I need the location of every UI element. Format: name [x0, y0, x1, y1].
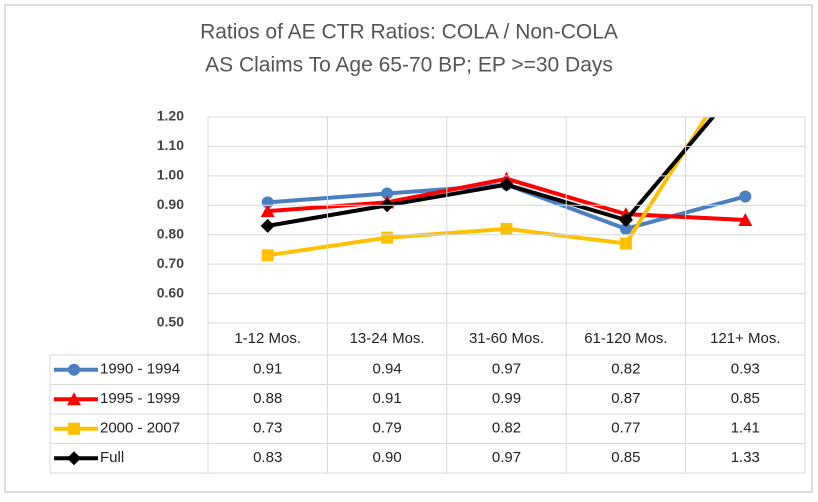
marker	[738, 213, 753, 226]
legend-marker	[67, 451, 81, 466]
marker	[618, 213, 633, 227]
chart-border	[4, 4, 813, 493]
table-value: 0.90	[372, 449, 401, 466]
x-tick-label: 121+ Mos.	[710, 330, 780, 347]
table-value: 0.85	[731, 390, 760, 407]
table-value: 0.99	[492, 390, 521, 407]
marker	[619, 237, 632, 250]
table-value: 0.93	[731, 361, 760, 378]
chart-subtitle: AS Claims To Age 65-70 BP; EP >=30 Days	[205, 54, 613, 77]
marker	[260, 204, 275, 218]
marker	[261, 249, 274, 262]
marker	[619, 222, 632, 235]
table-value: 0.82	[611, 361, 640, 378]
x-tick-label: 61-120 Mos.	[584, 330, 667, 347]
y-tick-label: 0.50	[157, 314, 184, 330]
y-tick-label: 1.20	[157, 108, 184, 124]
legend-marker	[68, 422, 80, 435]
table-value: 0.83	[253, 449, 282, 466]
table-value: 0.85	[611, 449, 640, 466]
y-tick-label: 0.80	[157, 225, 184, 241]
table-value: 0.97	[492, 449, 521, 466]
legend-label: Full	[100, 449, 124, 466]
x-tick-label: 31-60 Mos.	[469, 330, 544, 347]
marker	[381, 231, 394, 244]
table-value: 0.91	[253, 361, 282, 378]
y-tick-label: 0.70	[157, 255, 184, 271]
chart-title: Ratios of AE CTR Ratios: COLA / Non-COLA	[200, 21, 618, 44]
table-value: 0.87	[611, 390, 640, 407]
y-tick-label: 1.10	[157, 137, 184, 153]
marker	[500, 222, 513, 235]
table-value: 0.73	[253, 420, 282, 437]
legend-label: 1995 - 1999	[100, 390, 180, 407]
marker	[381, 187, 394, 200]
legend-marker	[68, 363, 80, 376]
marker	[499, 177, 514, 192]
y-tick-label: 0.90	[157, 196, 184, 212]
y-tick-label: 1.00	[157, 167, 184, 183]
table-value: 0.88	[253, 390, 282, 407]
table-value: 0.77	[611, 420, 640, 437]
legend-marker	[67, 392, 81, 406]
table-value: 0.97	[492, 361, 521, 378]
x-tick-label: 1-12 Mos.	[234, 330, 301, 347]
table-value: 1.41	[731, 420, 760, 437]
table-value: 0.91	[372, 390, 401, 407]
marker	[739, 190, 752, 203]
table-value: 0.94	[372, 361, 401, 378]
legend-label: 2000 - 2007	[100, 420, 180, 437]
table-value: 1.33	[731, 449, 760, 466]
table-value: 0.82	[492, 420, 521, 437]
x-tick-label: 13-24 Mos.	[350, 330, 425, 347]
table-value: 0.79	[372, 420, 401, 437]
y-tick-label: 0.60	[157, 284, 184, 300]
legend-label: 1990 - 1994	[100, 361, 180, 378]
marker	[260, 218, 275, 233]
